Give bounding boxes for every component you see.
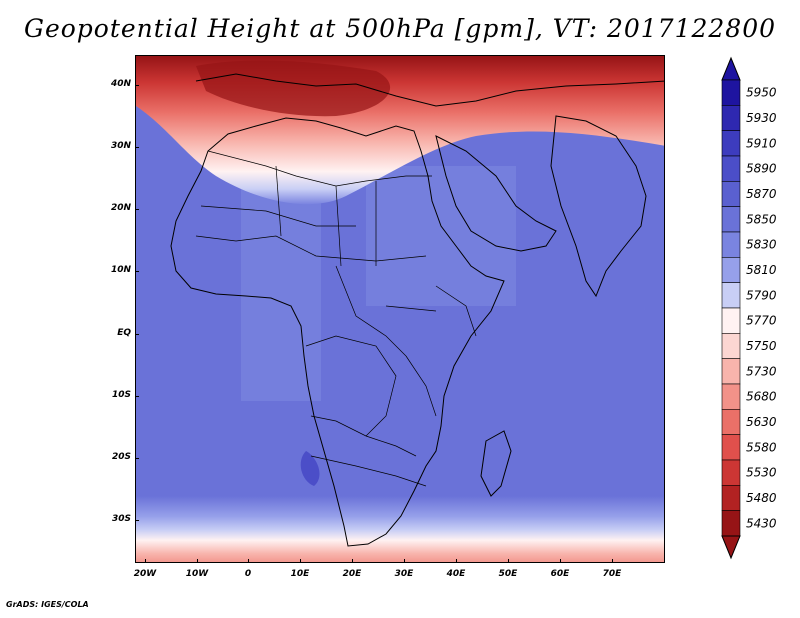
colorbar-level-label: 5770: [746, 314, 777, 328]
europe-coast: [195, 73, 664, 107]
colorbar-level-label: 5580: [746, 440, 777, 454]
grads-credit: GrADS: IGES/COLA: [6, 600, 89, 609]
country-borders: [195, 150, 477, 487]
lon-tick-label: 10W: [185, 569, 209, 579]
lat-tick-mark: [135, 147, 139, 148]
colorbar-swatch: [721, 130, 741, 157]
lon-tick-mark: [560, 559, 561, 563]
lat-tick-mark: [135, 396, 139, 397]
colorbar-swatch: [721, 358, 741, 385]
colorbar-level-label: 5730: [746, 364, 777, 378]
map-plot-area: [135, 55, 665, 563]
colorbar-level-label: 5430: [746, 516, 777, 530]
lat-tick-label: 10S: [111, 390, 131, 400]
colorbar-swatch: [721, 257, 741, 283]
india-coast: [550, 115, 647, 298]
colorbar-swatch: [721, 79, 741, 106]
lon-tick-label: 20E: [342, 569, 362, 579]
lat-tick-mark: [135, 458, 139, 459]
geopotential-field: [136, 56, 664, 562]
lon-tick-label: 10E: [290, 569, 310, 579]
lon-tick-mark: [612, 559, 613, 563]
colorbar-level-label: 5480: [746, 491, 777, 505]
colorbar-level-label: 5630: [746, 415, 777, 429]
lon-tick-label: 30E: [394, 569, 414, 579]
colorbar-swatch: [721, 105, 741, 131]
colorbar-swatch: [721, 307, 741, 334]
lon-tick-label: 40E: [446, 569, 466, 579]
lon-tick-label: 20W: [133, 569, 157, 579]
lon-tick-mark: [145, 559, 146, 563]
colorbar-swatch: [721, 409, 741, 435]
lat-tick-label: 20S: [111, 452, 131, 462]
lat-tick-label: 30N: [110, 141, 131, 151]
colorbar-swatch: [721, 206, 741, 233]
coastlines: [170, 73, 664, 547]
colorbar-top-arrow: [721, 56, 741, 81]
lat-tick-label: 10N: [110, 265, 131, 275]
lon-tick-label: 70E: [602, 569, 622, 579]
colorbar-level-label: 5810: [746, 263, 777, 277]
colorbar-swatch: [721, 434, 741, 461]
lon-tick-mark: [300, 559, 301, 563]
colorbar-swatch: [721, 510, 741, 537]
colorbar: 5950 5930 5910 5890 5870 5850 5830 5810 5790 5770…: [721, 56, 777, 560]
colorbar-swatch: [721, 383, 741, 410]
colorbar-swatch: [721, 459, 741, 486]
lat-tick-mark: [135, 334, 139, 335]
lon-tick-label: 50E: [498, 569, 518, 579]
colorbar-level-label: 5830: [746, 238, 777, 252]
colorbar-swatch: [721, 231, 741, 258]
low-height-core: [196, 60, 391, 117]
colorbar-level-label: 5850: [746, 212, 777, 226]
colorbar-level-label: 5870: [746, 187, 777, 201]
colorbar-level-label: 5530: [746, 466, 777, 480]
colorbar-swatch: [721, 485, 741, 511]
lon-tick-mark: [456, 559, 457, 563]
lat-tick-mark: [135, 209, 139, 210]
lat-tick-label: 40N: [110, 79, 131, 89]
colorbar-level-label: 5680: [746, 390, 777, 404]
lat-tick-mark: [135, 271, 139, 272]
colorbar-level-label: 5950: [746, 86, 777, 100]
colorbar-level-label: 5790: [746, 288, 777, 302]
lon-tick-mark: [404, 559, 405, 563]
high-height-patch: [300, 451, 320, 486]
lat-tick-label: 20N: [110, 203, 131, 213]
colorbar-swatch: [721, 282, 741, 309]
colorbar-level-label: 5750: [746, 339, 777, 353]
colorbar-bottom-arrow: [721, 535, 741, 560]
colorbar-swatch: [721, 333, 741, 359]
colorbar-level-label: 5890: [746, 162, 777, 176]
chart-title: Geopotential Height at 500hPa [gpm], VT:…: [23, 14, 777, 43]
lon-tick-label: 60E: [550, 569, 570, 579]
field-patch: [366, 166, 516, 306]
colorbar-level-label: 5910: [746, 136, 777, 150]
colorbar-swatch: [721, 155, 741, 182]
lat-tick-mark: [135, 520, 139, 521]
lat-tick-label: 30S: [111, 514, 131, 524]
lon-tick-mark: [248, 559, 249, 563]
colorbar-swatch: [721, 181, 741, 207]
lon-tick-mark: [197, 559, 198, 563]
africa-coast: [170, 117, 505, 547]
lon-tick-mark: [508, 559, 509, 563]
lat-tick-mark: [135, 85, 139, 86]
lon-tick-mark: [352, 559, 353, 563]
colorbar-level-label: 5930: [746, 111, 777, 125]
arabia-coast: [435, 135, 557, 252]
lat-tick-label: EQ: [117, 328, 131, 338]
lon-tick-label: 0: [244, 569, 252, 579]
madagascar-coast: [480, 430, 512, 497]
southern-gradient-band: [136, 496, 664, 562]
